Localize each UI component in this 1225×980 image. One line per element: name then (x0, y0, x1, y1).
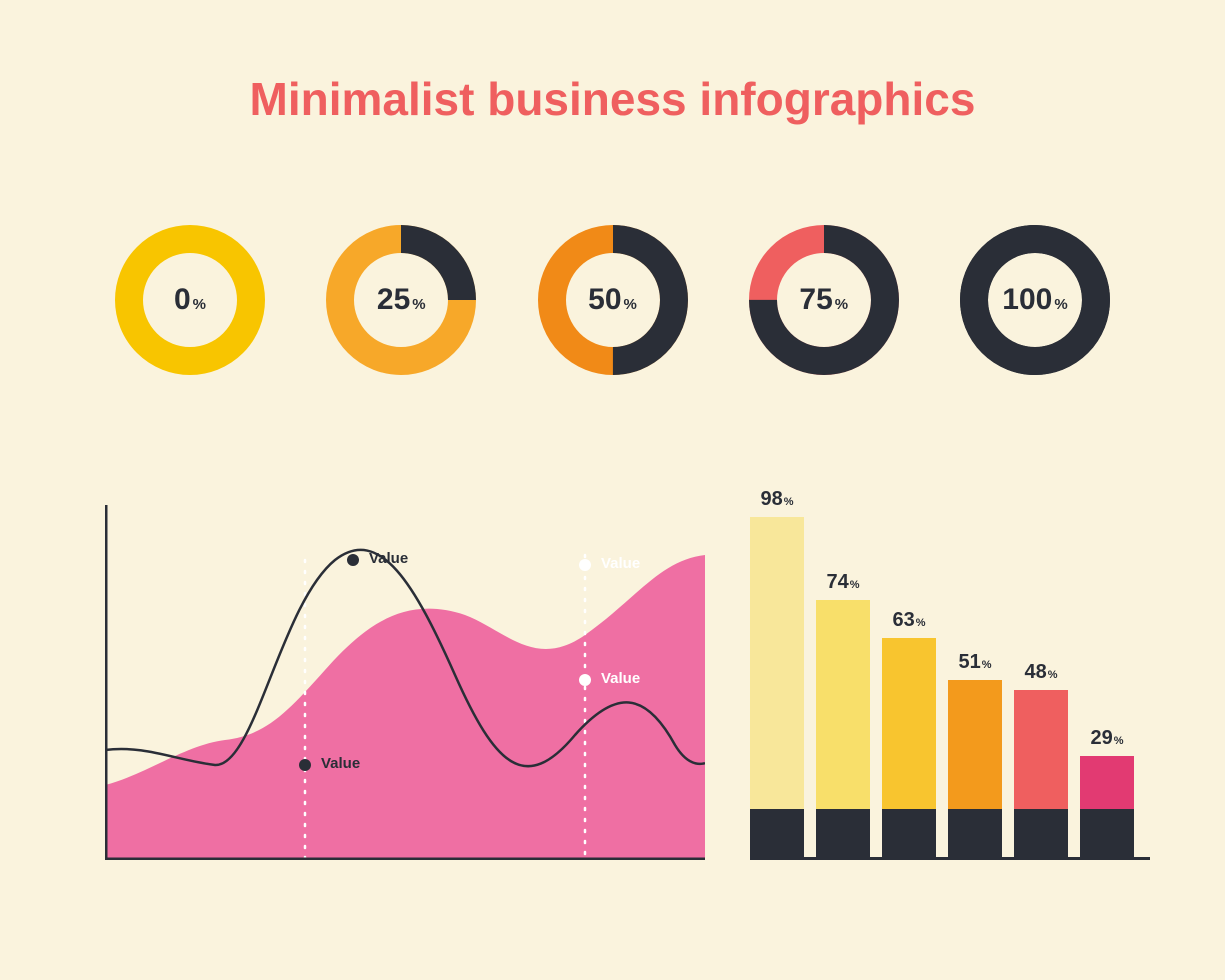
bar: 63% (882, 609, 936, 857)
bar-label: 51% (958, 651, 991, 674)
bar: 51% (948, 651, 1002, 857)
donut-label: 25% (326, 283, 476, 317)
bar-stack (750, 517, 804, 857)
bar-base (816, 809, 870, 857)
area-value-label: Value (369, 550, 408, 567)
bar-label: 48% (1024, 661, 1057, 684)
bar-value: 98 (760, 488, 782, 510)
percent-sign: % (850, 579, 860, 591)
bar-top (1014, 690, 1068, 809)
bar-stack (816, 600, 870, 857)
donut-0: 0% (115, 225, 265, 375)
donut-label: 75% (749, 283, 899, 317)
bar-base (882, 809, 936, 857)
bar-value: 74 (826, 571, 848, 593)
bars-row: 98% 74% 63% 51% 48% 29% (750, 488, 1134, 860)
bar-label: 74% (826, 571, 859, 594)
percent-sign: % (1114, 735, 1124, 747)
donut-50: 50% (538, 225, 688, 375)
bar-top (948, 680, 1002, 809)
donut-value: 50 (588, 283, 621, 316)
bar-base (948, 809, 1002, 857)
percent-sign: % (1054, 296, 1067, 313)
bar-stack (948, 680, 1002, 857)
donut-label: 50% (538, 283, 688, 317)
bar-value: 48 (1024, 661, 1046, 683)
bar-base (1080, 809, 1134, 857)
bar-stack (1014, 690, 1068, 857)
bar-label: 63% (892, 609, 925, 632)
donut-25: 25% (326, 225, 476, 375)
area-value-label: Value (321, 755, 360, 772)
bar-label: 98% (760, 488, 793, 511)
percent-sign: % (835, 296, 848, 313)
donut-row: 0% 25% 50% 75% 100% (115, 225, 1110, 375)
area-value-label: Value (601, 670, 640, 687)
area-chart: Value Value Value Value (105, 505, 705, 860)
donut-value: 75 (799, 283, 832, 316)
percent-sign: % (784, 496, 794, 508)
bar-base (750, 809, 804, 857)
bar-baseline (750, 857, 1150, 860)
donut-label: 0% (115, 283, 265, 317)
bar-label: 29% (1090, 727, 1123, 750)
bar-top (750, 517, 804, 809)
donut-75: 75% (749, 225, 899, 375)
bar-value: 29 (1090, 727, 1112, 749)
bar: 48% (1014, 661, 1068, 857)
bar: 74% (816, 571, 870, 857)
donut-value: 100 (1002, 283, 1052, 316)
bar-value: 63 (892, 609, 914, 631)
page-title: Minimalist business infographics (0, 72, 1225, 126)
bar: 98% (750, 488, 804, 857)
bar-base (1014, 809, 1068, 857)
bar-chart: 98% 74% 63% 51% 48% 29% (750, 465, 1150, 860)
bar: 29% (1080, 727, 1134, 857)
bar-top (1080, 756, 1134, 809)
percent-sign: % (193, 296, 206, 313)
area-value-label: Value (601, 555, 640, 572)
bar-top (816, 600, 870, 809)
percent-sign: % (916, 617, 926, 629)
bar-stack (882, 638, 936, 857)
donut-value: 25 (377, 283, 410, 316)
bar-stack (1080, 756, 1134, 857)
donut-value: 0 (174, 283, 191, 316)
bar-value: 51 (958, 651, 980, 673)
donut-label: 100% (960, 283, 1110, 317)
bar-top (882, 638, 936, 809)
percent-sign: % (624, 296, 637, 313)
percent-sign: % (412, 296, 425, 313)
percent-sign: % (1048, 669, 1058, 681)
percent-sign: % (982, 659, 992, 671)
donut-100: 100% (960, 225, 1110, 375)
